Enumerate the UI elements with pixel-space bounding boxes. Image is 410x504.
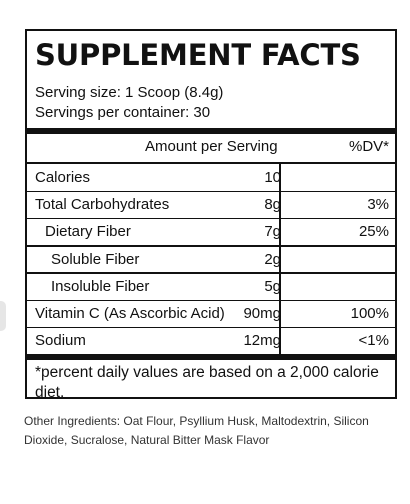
row-divider bbox=[27, 299, 395, 301]
footnote: *percent daily values are based on a 2,0… bbox=[35, 364, 379, 401]
nutrient-name: Total Carbohydrates bbox=[35, 196, 170, 214]
header-divider bbox=[27, 162, 395, 164]
scroll-edge-tab[interactable] bbox=[0, 301, 6, 331]
nutrient-daily-value: 3% bbox=[367, 196, 389, 214]
nutrient-daily-value: 25% bbox=[358, 223, 389, 241]
row-divider bbox=[27, 245, 395, 247]
nutrient-amount: 5g bbox=[264, 277, 281, 295]
nutrient-name: Calories bbox=[35, 169, 91, 186]
nutrient-amount: 90mg bbox=[243, 305, 281, 322]
serving-size: Serving size: 1 Scoop (8.4g) bbox=[35, 84, 224, 101]
other-ingredients: Other Ingredients: Oat Flour, Psyllium H… bbox=[24, 414, 369, 447]
servings-per-container: Servings per container: 30 bbox=[35, 104, 211, 121]
nutrient-name: Insoluble Fiber bbox=[51, 277, 150, 295]
nutrient-daily-value: <1% bbox=[358, 332, 389, 350]
amount-per-serving-header: Amount per Serving bbox=[145, 138, 278, 155]
row-divider bbox=[27, 326, 395, 329]
nutrient-name: Soluble Fiber bbox=[51, 250, 140, 268]
panel-title: SUPPLEMENT FACTS bbox=[35, 38, 361, 72]
nutrient-name: Dietary Fiber bbox=[45, 223, 131, 241]
row-divider bbox=[27, 217, 395, 220]
nutrient-amount: 2g bbox=[264, 250, 281, 268]
nutrient-amount: 10 bbox=[264, 169, 281, 186]
daily-value-header: %DV* bbox=[348, 138, 389, 155]
nutrient-amount: 7g bbox=[264, 223, 281, 241]
thick-divider bbox=[27, 128, 395, 134]
nutrient-amount: 12mg bbox=[243, 332, 281, 350]
nutrient-daily-value: 100% bbox=[350, 305, 389, 322]
nutrient-amount: 8g bbox=[264, 196, 281, 214]
supplement-facts-panel: SUPPLEMENT FACTS Serving size: 1 Scoop (… bbox=[25, 29, 397, 401]
bottom-thick-divider bbox=[27, 354, 395, 360]
row-divider bbox=[27, 272, 395, 274]
row-divider bbox=[27, 190, 395, 193]
nutrient-name: Sodium bbox=[35, 332, 86, 350]
column-divider bbox=[279, 162, 281, 355]
nutrient-name: Vitamin C (As Ascorbic Acid) bbox=[35, 305, 225, 322]
